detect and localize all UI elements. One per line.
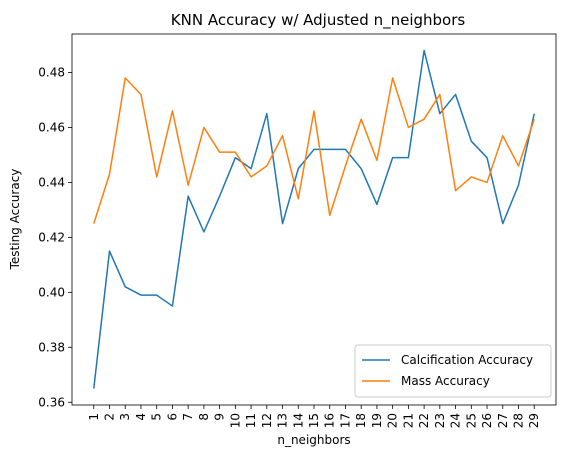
x-tick-label: 26 — [480, 413, 494, 428]
y-tick-label: 0.40 — [38, 285, 65, 299]
x-tick-label: 20 — [386, 413, 400, 428]
x-tick-label: 27 — [496, 413, 510, 428]
y-tick-label: 0.44 — [38, 175, 65, 189]
y-tick-label: 0.38 — [38, 340, 65, 354]
x-tick-label: 23 — [433, 413, 447, 428]
x-tick-label: 5 — [150, 413, 164, 421]
x-tick-label: 25 — [464, 413, 478, 428]
chart-title: KNN Accuracy w/ Adjusted n_neighbors — [171, 11, 466, 30]
x-tick-label: 15 — [307, 413, 321, 428]
y-axis: 0.36 0.38 0.40 0.42 0.44 0.46 0.48 — [38, 65, 72, 409]
x-tick-label: 24 — [449, 413, 463, 428]
x-tick-label: 2 — [103, 413, 117, 421]
x-tick-label: 18 — [354, 413, 368, 428]
x-tick-label: 17 — [338, 413, 352, 428]
series-line-0 — [93, 49, 535, 389]
series-lines — [93, 49, 535, 389]
x-tick-label: 6 — [165, 413, 179, 421]
x-tick-label: 21 — [401, 413, 415, 428]
x-tick-label: 19 — [370, 413, 384, 428]
legend-label-0: Calcification Accuracy — [401, 353, 533, 367]
series-line-1 — [93, 77, 535, 224]
x-tick-label: 9 — [213, 413, 227, 421]
x-tick-label: 10 — [228, 413, 242, 428]
x-axis: 1 2 3 4 5 6 7 8 9 10 11 12 13 14 15 16 17 18 19 20 21 22 23 24 2… — [87, 405, 541, 428]
y-tick-label: 0.36 — [38, 395, 65, 409]
x-tick-label: 13 — [276, 413, 290, 428]
x-tick-label: 22 — [417, 413, 431, 428]
x-tick-label: 11 — [244, 413, 258, 428]
x-tick-label: 4 — [134, 413, 148, 421]
x-tick-label: 12 — [260, 413, 274, 428]
legend-label-1: Mass Accuracy — [401, 374, 490, 388]
y-tick-label: 0.46 — [38, 120, 65, 134]
x-tick-label: 8 — [197, 413, 211, 421]
x-tick-label: 14 — [291, 413, 305, 428]
x-tick-label: 28 — [511, 413, 525, 428]
x-axis-label: n_neighbors — [277, 433, 350, 447]
x-tick-label: 7 — [181, 413, 195, 421]
legend-box — [354, 344, 552, 398]
x-tick-label: 3 — [118, 413, 132, 421]
x-tick-label: 16 — [323, 413, 337, 428]
y-tick-label: 0.42 — [38, 230, 65, 244]
y-axis-label: Testing Accuracy — [8, 169, 22, 271]
x-tick-label: 29 — [527, 413, 541, 428]
y-tick-label: 0.48 — [38, 65, 65, 79]
x-tick-label: 1 — [87, 413, 101, 421]
legend: Calcification Accuracy Mass Accuracy — [354, 344, 552, 398]
